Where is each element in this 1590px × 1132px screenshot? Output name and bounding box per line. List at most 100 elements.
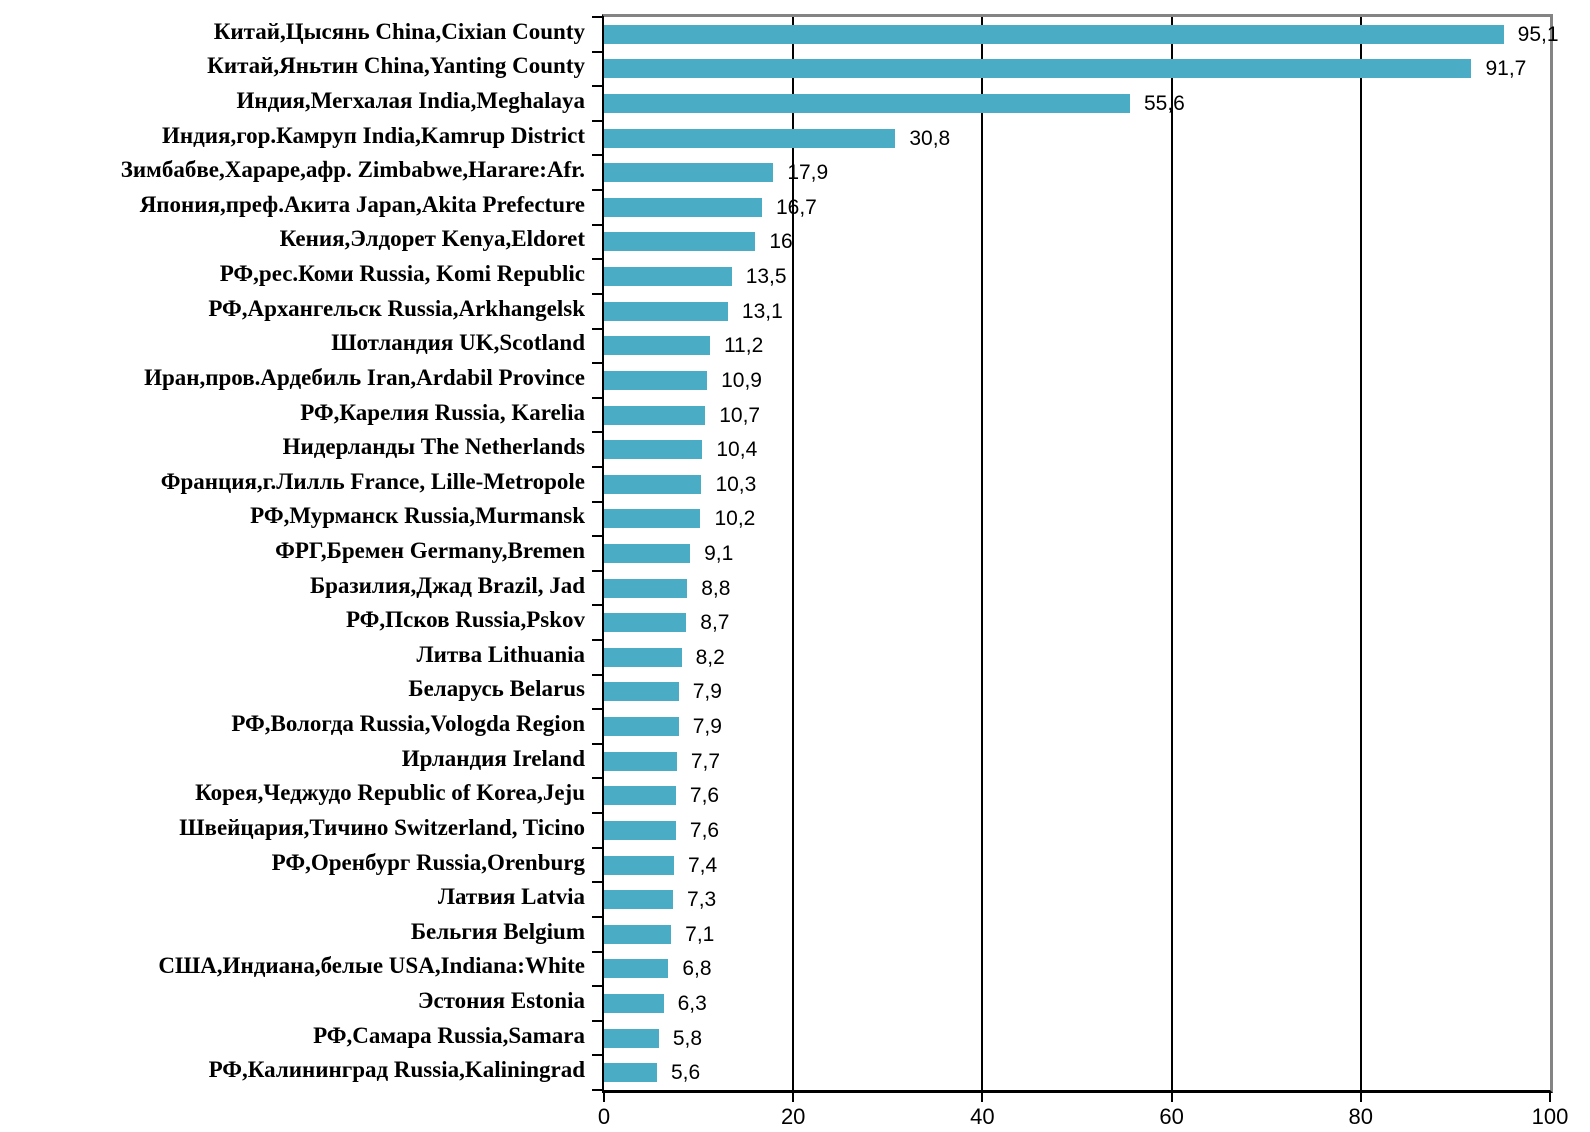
x-axis-tick <box>792 1093 795 1102</box>
y-axis-tick <box>592 189 604 192</box>
x-axis-tick-label: 20 <box>780 1104 806 1129</box>
category-label: Китай,Яньтин China,Yanting County <box>207 53 585 79</box>
category-label: Индия,Мегхалая India,Meghalaya <box>236 88 585 114</box>
category-label: Япония,преф.Акита Japan,Akita Prefecture <box>139 191 585 217</box>
x-axis-tick <box>1359 1093 1362 1102</box>
bar <box>604 924 672 944</box>
gridline <box>981 17 984 1090</box>
category-label: Бельгия Belgium <box>410 918 585 944</box>
value-label: 13,1 <box>741 299 783 323</box>
y-axis-tick <box>592 465 604 468</box>
value-label: 10,7 <box>719 403 761 427</box>
category-label: Иран,пров.Ардебиль Iran,Ardabil Province <box>144 364 585 390</box>
x-axis-tick-label: 100 <box>1531 1104 1569 1129</box>
bar-row: 55,6 <box>604 86 1550 121</box>
y-axis-tick <box>592 16 604 18</box>
bar-row: 10,9 <box>604 363 1550 398</box>
bar-row: 8,2 <box>604 640 1550 675</box>
bar-row: 91,7 <box>604 52 1550 87</box>
bar-row: 8,7 <box>604 605 1550 640</box>
category-label: Зимбабве,Хараре,афр. Zimbabwe,Harare:Afr… <box>120 157 585 183</box>
bar-row: 7,9 <box>604 675 1550 710</box>
x-axis-tick-label: 80 <box>1348 1104 1374 1129</box>
y-axis-tick <box>592 223 604 226</box>
category-axis-labels: Китай,Цысянь China,Cixian County Китай,Ян… <box>0 14 585 1087</box>
bar-row: 17,9 <box>604 155 1550 190</box>
bar-row: 16 <box>604 225 1550 260</box>
bar <box>604 786 676 806</box>
y-axis-tick <box>592 812 604 815</box>
value-label: 91,7 <box>1485 57 1527 81</box>
y-axis-tick <box>592 673 604 676</box>
bar-row: 7,6 <box>604 813 1550 848</box>
y-axis-tick <box>592 85 604 88</box>
bar-row: 8,8 <box>604 571 1550 606</box>
bar <box>604 267 732 287</box>
value-label: 10,4 <box>716 438 758 462</box>
y-axis-tick <box>592 708 604 711</box>
y-axis-tick <box>592 742 604 745</box>
bar <box>604 24 1504 44</box>
value-label: 13,5 <box>745 265 787 289</box>
bar <box>604 890 674 910</box>
y-axis-tick <box>592 258 604 261</box>
bar <box>604 59 1472 79</box>
value-label: 30,8 <box>909 126 951 150</box>
plot-area: 95,1 91,7 55,6 30,8 17,9 16,7 16 13,5 13,1 11,2 10… <box>592 14 1568 1128</box>
bar <box>604 197 762 217</box>
x-axis-tick-label: 60 <box>1159 1104 1184 1129</box>
bar-row: 10,4 <box>604 432 1550 467</box>
y-axis-tick <box>592 431 604 434</box>
y-axis-tick <box>592 604 604 607</box>
x-axis-tick-label: 0 <box>597 1104 611 1129</box>
bar <box>604 440 703 460</box>
category-label: Беларусь Belarus <box>408 676 585 702</box>
bar <box>604 128 896 148</box>
category-label: Ирландия Ireland <box>401 745 585 771</box>
category-label: Шотландия UK,Scotland <box>331 330 585 356</box>
bar <box>604 682 679 702</box>
y-axis-tick <box>592 985 604 988</box>
value-label: 16 <box>769 230 793 254</box>
value-label: 10,2 <box>714 507 756 531</box>
category-label: РФ,Карелия Russia, Karelia <box>300 399 585 425</box>
gridline <box>1170 17 1173 1090</box>
y-axis-tick <box>592 950 604 953</box>
category-label: Китай,Цысянь China,Cixian County <box>213 18 585 44</box>
value-label: 6,3 <box>677 991 707 1015</box>
y-axis-tick <box>592 569 604 572</box>
bar-row: 7,4 <box>604 848 1550 883</box>
category-label: ФРГ,Бремен Germany,Bremen <box>275 537 585 563</box>
y-axis-tick <box>592 500 604 503</box>
bar <box>604 94 1130 114</box>
y-axis-tick <box>592 362 604 365</box>
value-label: 6,8 <box>682 957 712 981</box>
category-label: РФ,Вологда Russia,Vologda Region <box>231 711 585 737</box>
y-axis-tick <box>592 535 604 538</box>
y-axis-tick <box>592 327 604 330</box>
category-label: США,Индиана,белые USA,Indiana:White <box>158 953 585 979</box>
value-label: 7,6 <box>689 784 720 808</box>
bar-row: 16,7 <box>604 190 1550 225</box>
bar-row: 7,6 <box>604 778 1550 813</box>
bar-row: 95,1 <box>604 17 1559 52</box>
value-label: 7,9 <box>692 680 722 704</box>
bar <box>604 751 677 771</box>
bar <box>604 578 688 598</box>
bar-row: 10,7 <box>604 398 1550 433</box>
value-label: 7,7 <box>690 749 721 773</box>
value-label: 5,8 <box>672 1026 703 1050</box>
x-axis-tick <box>1170 1093 1173 1102</box>
category-label: Франция,г.Лилль France, Lille-Metropole <box>160 468 585 494</box>
category-label: Швейцария,Тичино Switzerland, Ticino <box>179 814 585 840</box>
bar <box>604 232 756 252</box>
category-label: Литва Lithuania <box>416 641 585 667</box>
bar <box>604 647 682 667</box>
value-label: 7,6 <box>689 818 720 842</box>
bar-row: 10,3 <box>604 467 1550 502</box>
bar <box>604 509 701 529</box>
value-label: 8,2 <box>695 645 725 669</box>
value-label: 17,9 <box>787 161 829 185</box>
category-label: РФ,Калининград Russia,Kaliningrad <box>208 1057 585 1083</box>
